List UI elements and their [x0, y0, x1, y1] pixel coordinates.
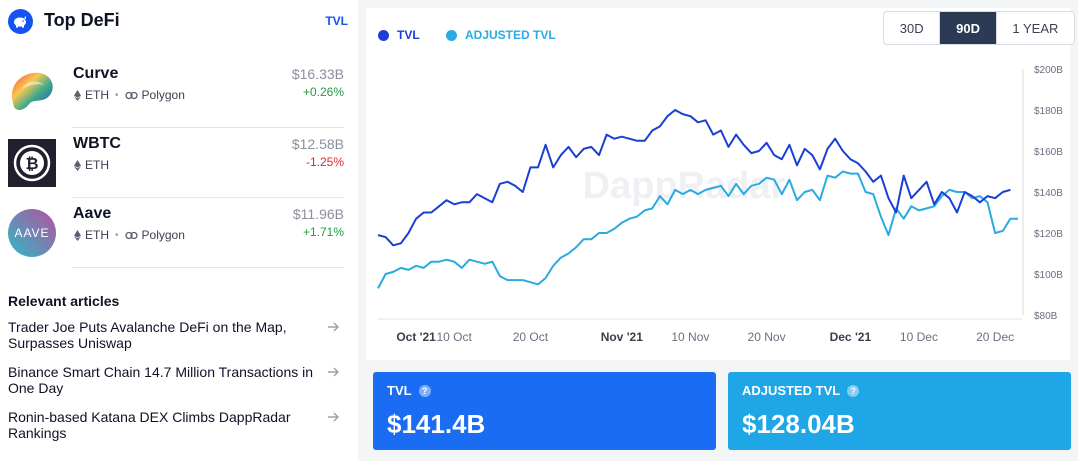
legend-adjusted-tvl[interactable]: ADJUSTED TVL	[446, 28, 556, 42]
adjusted-tvl-stat-label: ADJUSTED TVL ?	[742, 383, 860, 398]
curve-logo-icon	[8, 69, 56, 117]
polygon-icon	[124, 231, 138, 239]
chain-label: ETH	[85, 158, 109, 172]
tvl-chart-panel: DappRadar $200B $180B $160B $140B $120B $100B…	[358, 0, 1078, 461]
protocol-tvl: $11.96B	[292, 206, 344, 222]
divider	[72, 267, 344, 268]
x-tick-label: Oct '21	[396, 330, 436, 344]
arrow-right-icon	[328, 412, 339, 422]
protocol-tvl: $12.58B	[291, 136, 344, 152]
tvl-series-line	[377, 109, 1011, 247]
protocol-name: Curve	[73, 65, 119, 82]
chain-label: Polygon	[141, 88, 185, 102]
relevant-articles-heading: Relevant articles	[8, 293, 120, 309]
tvl-stat-card: TVL ? $141.4B	[373, 372, 716, 450]
protocol-row-aave[interactable]: AAVE Aave ETH • Polygon $11.96B +1.71%	[8, 198, 344, 268]
ethereum-icon	[74, 89, 81, 101]
protocol-chains: ETH • Polygon	[74, 228, 185, 242]
protocol-change: +0.26%	[302, 85, 344, 99]
range-30d-button[interactable]: 30D	[884, 12, 941, 44]
legend-label: ADJUSTED TVL	[465, 28, 556, 42]
panel-title: Top DeFi	[44, 10, 120, 30]
x-tick-label: Dec '21	[830, 330, 872, 344]
question-icon[interactable]: ?	[847, 384, 860, 397]
svg-text:₿: ₿	[25, 154, 38, 173]
x-tick-label: 20 Oct	[513, 330, 549, 344]
legend-label: TVL	[397, 28, 420, 42]
svg-text:AAVE: AAVE	[14, 226, 49, 240]
x-tick-label: 10 Nov	[671, 330, 709, 344]
time-range-selector: 30D 90D 1 YEAR	[883, 11, 1075, 45]
divider	[72, 197, 344, 198]
y-tick-label: $120B	[1034, 229, 1063, 240]
protocol-chains: ETH	[74, 158, 109, 172]
article-link[interactable]: Ronin-based Katana DEX Climbs DappRadar …	[8, 409, 340, 441]
protocol-change: +1.71%	[302, 225, 344, 239]
y-tick-label: $200B	[1034, 65, 1063, 76]
tvl-line-chart: DappRadar $200B $180B $160B $140B $120B $100B…	[377, 65, 1063, 344]
ethereum-icon	[74, 159, 81, 171]
article-link[interactable]: Binance Smart Chain 14.7 Million Transac…	[8, 364, 340, 396]
y-tick-label: $100B	[1034, 270, 1063, 281]
adjusted-tvl-series-line	[377, 170, 1018, 289]
x-tick-label: Nov '21	[601, 330, 644, 344]
chain-label: ETH	[85, 228, 109, 242]
article-title: Binance Smart Chain 14.7 Million Transac…	[8, 364, 314, 396]
range-1year-button[interactable]: 1 YEAR	[1012, 20, 1059, 36]
polygon-icon	[124, 91, 138, 99]
protocol-name: WBTC	[73, 135, 121, 152]
aave-logo-icon: AAVE	[8, 209, 56, 257]
question-icon[interactable]: ?	[418, 384, 431, 397]
y-tick-label: $80B	[1034, 311, 1058, 322]
article-title: Trader Joe Puts Avalanche DeFi on the Ma…	[8, 319, 287, 351]
y-tick-label: $160B	[1034, 147, 1063, 158]
dot-separator: •	[115, 89, 119, 101]
legend-dot	[446, 29, 457, 41]
ethereum-icon	[74, 229, 81, 241]
top-defi-panel: Top DeFi TVL Curve	[0, 0, 358, 461]
arrow-right-icon	[328, 322, 339, 332]
chain-label: Polygon	[141, 228, 185, 242]
stat-label-text: TVL	[387, 383, 412, 398]
adjusted-tvl-stat-value: $128.04B	[742, 409, 855, 439]
legend-tvl[interactable]: TVL	[378, 28, 420, 42]
protocol-tvl: $16.33B	[291, 66, 344, 82]
chart-card: DappRadar $200B $180B $160B $140B $120B $100B…	[366, 8, 1075, 360]
protocol-row-curve[interactable]: Curve ETH • Polygon $16.33B +0.26%	[8, 58, 344, 128]
watermark-text: DappRadar	[583, 165, 786, 207]
x-tick-label: 10 Dec	[900, 330, 938, 344]
x-tick-label: 20 Nov	[748, 330, 786, 344]
y-tick-label: $140B	[1034, 188, 1063, 199]
range-90d-button[interactable]: 90D	[940, 12, 997, 44]
protocol-name: Aave	[73, 205, 112, 222]
protocol-chains: ETH • Polygon	[74, 88, 185, 102]
y-tick-label: $180B	[1034, 106, 1063, 117]
protocol-row-wbtc[interactable]: ₿ WBTC ETH $12.58B -1.25%	[8, 128, 344, 198]
piggy-bank-icon	[8, 9, 33, 34]
protocol-change: -1.25%	[305, 155, 344, 169]
stat-label-text: ADJUSTED TVL	[742, 383, 841, 398]
wbtc-logo-icon: ₿	[8, 139, 56, 187]
x-tick-label: 10 Oct	[437, 330, 473, 344]
tvl-sort-link[interactable]: TVL	[325, 14, 348, 28]
tvl-stat-label: TVL ?	[387, 383, 431, 398]
article-title: Ronin-based Katana DEX Climbs DappRadar …	[8, 409, 291, 441]
tvl-stat-value: $141.4B	[387, 409, 486, 439]
article-link[interactable]: Trader Joe Puts Avalanche DeFi on the Ma…	[8, 319, 340, 351]
chain-label: ETH	[85, 88, 109, 102]
legend-dot	[378, 29, 389, 41]
x-tick-label: 20 Dec	[976, 330, 1014, 344]
top-defi-header: Top DeFi TVL	[8, 8, 348, 34]
dot-separator: •	[115, 229, 119, 241]
arrow-right-icon	[328, 367, 339, 377]
adjusted-tvl-stat-card: ADJUSTED TVL ? $128.04B	[728, 372, 1071, 450]
divider	[72, 127, 344, 128]
